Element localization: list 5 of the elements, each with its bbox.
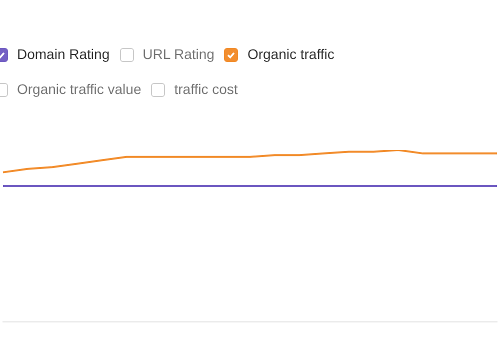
legend-label: Domain Rating bbox=[17, 45, 110, 64]
text: Organic traffic value bbox=[17, 80, 142, 99]
text: traffic cost bbox=[174, 80, 238, 99]
legend-label: Organic traffic bbox=[247, 45, 334, 64]
text: URL Rating bbox=[142, 45, 214, 64]
